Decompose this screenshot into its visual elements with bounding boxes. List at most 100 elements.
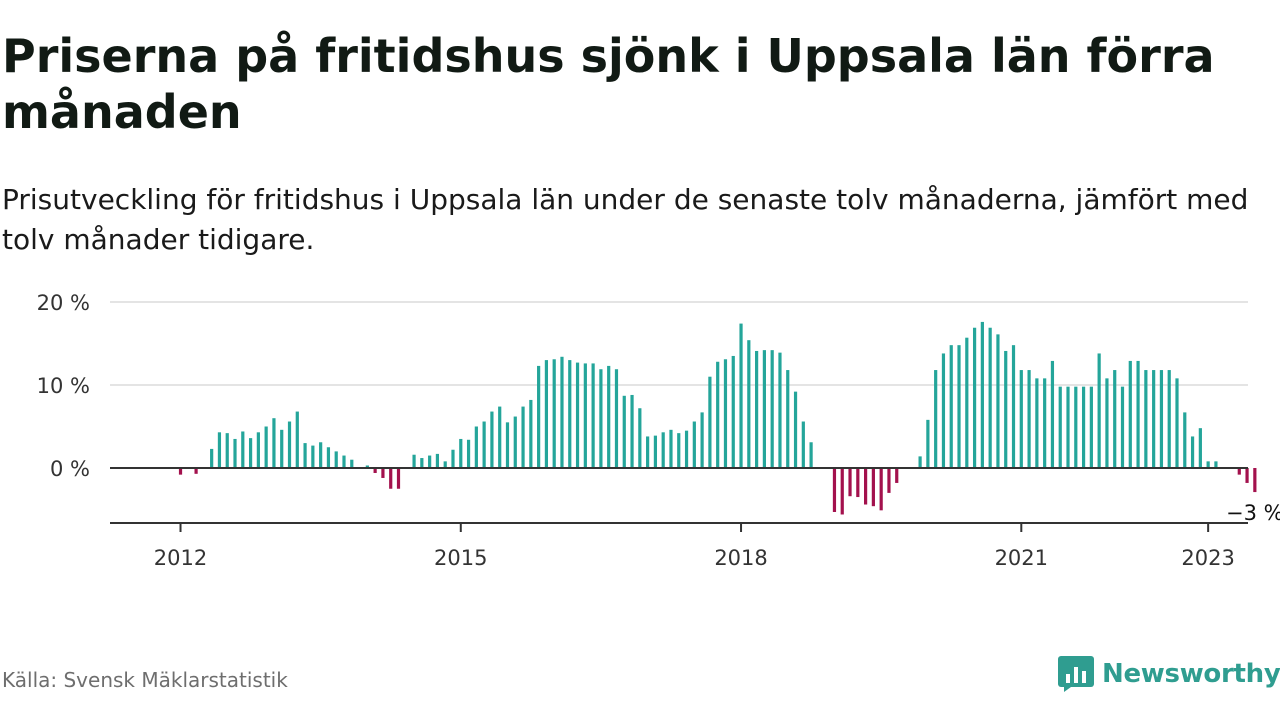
bar (1253, 468, 1257, 493)
bar (934, 370, 938, 468)
bar (1105, 378, 1109, 468)
bar (1167, 370, 1171, 468)
bar (731, 355, 735, 468)
bar (996, 334, 1000, 468)
bar (1128, 360, 1132, 468)
bar (365, 465, 369, 468)
bar (568, 360, 572, 468)
bar (537, 365, 541, 468)
bars (178, 321, 1257, 515)
bar (1237, 468, 1241, 475)
bar (552, 359, 556, 468)
bar (420, 458, 424, 468)
bar (1198, 428, 1202, 468)
x-tick-label: 2018 (714, 546, 767, 570)
bar (389, 468, 393, 489)
bar (498, 406, 502, 468)
bar (529, 399, 533, 468)
bar (856, 468, 860, 498)
bar (723, 359, 728, 468)
bar (583, 363, 587, 468)
x-tick-label: 2015 (434, 546, 487, 570)
bar (755, 350, 759, 468)
newsworthy-logo: Newsworthy (1058, 652, 1280, 696)
y-tick-label: 10 % (37, 374, 90, 398)
bar (194, 468, 198, 474)
chart-title: Priserna på fritidshus sjönk i Uppsala l… (2, 29, 1215, 139)
bar (638, 408, 642, 468)
bar (677, 433, 681, 468)
bar (591, 363, 595, 468)
bar (1136, 360, 1140, 468)
bar (490, 411, 494, 468)
bar (326, 447, 331, 468)
bar (412, 454, 416, 468)
bar (1159, 370, 1164, 468)
bar (1113, 370, 1117, 468)
bar (980, 321, 984, 468)
bar (505, 422, 510, 468)
bar (1144, 370, 1148, 468)
bar (941, 353, 946, 468)
bar (809, 442, 813, 468)
bar (716, 361, 720, 468)
bar (957, 345, 961, 468)
gridlines (110, 301, 1248, 386)
axis-labels: 0 % 10 % 20 % 2012 2015 2018 2021 2023 −3 % (37, 291, 1280, 570)
last-value-label: −3 % (1226, 501, 1280, 525)
bar (381, 468, 385, 478)
bar (614, 369, 619, 468)
bar (248, 438, 253, 468)
bar (241, 431, 245, 468)
bar (225, 433, 229, 468)
bar (646, 436, 650, 468)
bar (793, 391, 798, 468)
bar (599, 369, 603, 468)
bar (287, 421, 292, 468)
brand-name: Newsworthy (1102, 659, 1280, 689)
bar (918, 456, 922, 468)
bar (1089, 386, 1093, 468)
bar (1027, 370, 1031, 468)
chart-subtitle: Prisutveckling för fritidshus i Uppsala … (2, 183, 1249, 256)
bar (303, 443, 307, 468)
bar (692, 421, 696, 468)
bar (747, 340, 751, 468)
bar (653, 435, 658, 468)
bar (1019, 370, 1023, 468)
bar (661, 432, 665, 468)
bar (700, 412, 704, 468)
bar (926, 419, 930, 468)
bar (1011, 345, 1016, 468)
bar (435, 453, 440, 468)
bar (887, 468, 891, 493)
bar (521, 406, 525, 468)
bar (264, 426, 268, 468)
bar (1004, 350, 1008, 468)
bar (770, 350, 774, 468)
bar (879, 468, 883, 511)
source-note: Källa: Svensk Mäklarstatistik (2, 668, 288, 692)
bar (1097, 353, 1101, 468)
bar-chart: 0 % 10 % 20 % 2012 2015 2018 2021 2023 −3 % (37, 291, 1280, 570)
bar (1066, 386, 1070, 468)
bar (739, 323, 743, 468)
bar (482, 421, 486, 468)
bar (466, 439, 471, 468)
bar (848, 468, 852, 497)
bar (451, 449, 455, 468)
x-tick-label: 2012 (154, 546, 207, 570)
bar (801, 421, 805, 468)
y-tick-label: 0 % (50, 457, 90, 481)
bar (1043, 378, 1047, 468)
bar (1050, 360, 1055, 468)
bar (669, 429, 673, 468)
bar (708, 376, 712, 468)
bar (513, 416, 517, 468)
bar (895, 468, 899, 483)
bar (272, 418, 276, 468)
bar (630, 394, 634, 468)
bar (295, 411, 299, 468)
bar (1183, 412, 1187, 468)
bar (684, 430, 689, 468)
